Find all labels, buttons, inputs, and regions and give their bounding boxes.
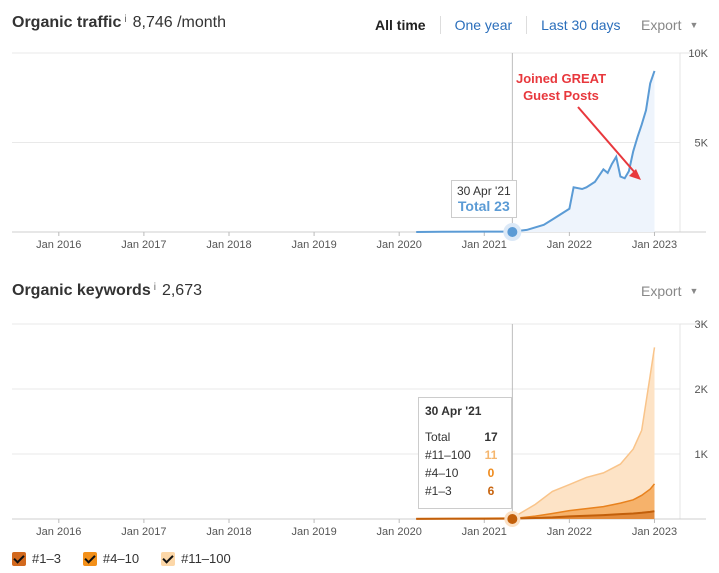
export-label: Export <box>641 283 682 299</box>
range-last-30-days[interactable]: Last 30 days <box>526 16 634 34</box>
keywords-value: 2,673 <box>161 282 202 299</box>
tooltip-row-value: 6 <box>487 484 495 498</box>
y-tick-label: 3K <box>695 319 709 331</box>
x-tick-label: Jan 2022 <box>547 239 592 251</box>
line-1-3 <box>416 510 655 520</box>
legend-label: #11–100 <box>181 551 231 566</box>
hover-point <box>507 227 518 237</box>
tooltip-row-label: #4–10 <box>425 466 459 480</box>
traffic-line <box>416 70 656 233</box>
legend: #1–3 #4–10 #11–100 <box>12 551 253 566</box>
checkbox-icon[interactable] <box>82 551 97 566</box>
tooltip-row-value: 17 <box>484 430 498 444</box>
range-all-time[interactable]: All time <box>375 17 426 33</box>
x-tick-label: Jan 2016 <box>36 239 81 251</box>
hover-point <box>507 514 518 524</box>
tooltip-row-4-10: #4–10 0 <box>425 464 505 482</box>
x-tick-label: Jan 2020 <box>377 239 422 251</box>
checkbox-icon[interactable] <box>161 551 176 566</box>
x-tick-label: Jan 2021 <box>462 526 507 538</box>
area-1-3 <box>416 511 655 519</box>
y-tick-label: 2K <box>695 384 709 396</box>
x-tick-label: Jan 2019 <box>291 526 336 538</box>
annotation-text: Joined GREAT Guest Posts <box>505 70 617 104</box>
info-icon[interactable]: i <box>153 282 156 293</box>
keywords-tooltip: 30 Apr '21 Total 17 #11–100 11 #4–10 0 #… <box>418 397 512 509</box>
tooltip-row-value: 0 <box>487 466 495 480</box>
keywords-header: Organic keywords i 2,673 <box>12 282 202 300</box>
export-label: Export <box>641 17 682 33</box>
legend-label: #4–10 <box>102 551 140 566</box>
y-tick-label: 1K <box>695 449 709 461</box>
x-tick-label: Jan 2022 <box>547 526 592 538</box>
tooltip-row-value: 11 <box>484 448 498 462</box>
annotation-line-1: Joined GREAT <box>515 71 607 86</box>
tooltip-date: 30 Apr '21 <box>425 404 482 418</box>
x-tick-label: Jan 2019 <box>291 239 336 251</box>
keywords-chart[interactable]: 1K 2K 3K Jan 2016 Jan 2017 Jan 2018 Jan 2019 Ja… <box>0 0 719 548</box>
traffic-title: Organic traffic <box>12 14 122 31</box>
tooltip-row-1-3: #1–3 6 <box>425 482 505 500</box>
x-tick-label: Jan 2023 <box>632 526 677 538</box>
x-tick-label: Jan 2017 <box>121 239 166 251</box>
checkbox-icon[interactable] <box>12 551 26 566</box>
legend-item-1-3[interactable]: #1–3 <box>12 551 61 566</box>
tooltip-row-total: Total 17 <box>425 428 505 446</box>
annotation-arrow-head <box>629 169 641 180</box>
annotation-line-2: Guest Posts <box>523 88 599 103</box>
x-tick-label: Jan 2020 <box>377 526 422 538</box>
legend-item-11-100[interactable]: #11–100 <box>161 551 231 566</box>
y-tick-label: 10K <box>688 48 708 60</box>
traffic-area <box>416 70 655 233</box>
tooltip-date: 30 Apr '21 <box>457 184 511 198</box>
chevron-down-icon: ▼ <box>689 20 699 30</box>
chevron-down-icon: ▼ <box>689 286 699 296</box>
legend-label: #1–3 <box>32 551 61 566</box>
traffic-export-button[interactable]: Export ▼ <box>641 17 698 33</box>
range-selector: All time One year Last 30 days <box>375 16 635 34</box>
tooltip-row-label: #11–100 <box>425 448 471 462</box>
traffic-tooltip: 30 Apr '21 Total 23 <box>451 180 517 218</box>
info-icon[interactable]: i <box>124 14 127 25</box>
range-one-year[interactable]: One year <box>439 16 527 34</box>
tooltip-row-label: Total <box>425 430 451 444</box>
area-4-10 <box>416 483 655 519</box>
tooltip-row-label: #1–3 <box>425 484 452 498</box>
keywords-title: Organic keywords <box>12 282 151 299</box>
x-tick-label: Jan 2023 <box>632 239 677 251</box>
y-tick-label: 5K <box>695 138 709 150</box>
annotation-arrow-line <box>577 106 638 176</box>
legend-item-4-10[interactable]: #4–10 <box>82 551 140 566</box>
traffic-chart[interactable]: 5K 10K Jan 2016 Jan 2017 Jan 2018 Jan 2019 Jan… <box>0 0 719 260</box>
tooltip-row-11-100: #11–100 11 <box>425 446 505 464</box>
x-tick-label: Jan 2018 <box>206 239 251 251</box>
x-tick-label: Jan 2018 <box>206 526 251 538</box>
area-11-100 <box>416 347 655 519</box>
keywords-export-button[interactable]: Export ▼ <box>641 283 698 299</box>
x-tick-label: Jan 2021 <box>462 239 507 251</box>
tooltip-total: Total 23 <box>457 198 510 214</box>
traffic-value: 8,746 /month <box>132 14 226 31</box>
traffic-header: Organic traffic i 8,746 /month <box>12 14 226 32</box>
x-tick-label: Jan 2016 <box>36 526 81 538</box>
x-tick-label: Jan 2017 <box>121 526 166 538</box>
